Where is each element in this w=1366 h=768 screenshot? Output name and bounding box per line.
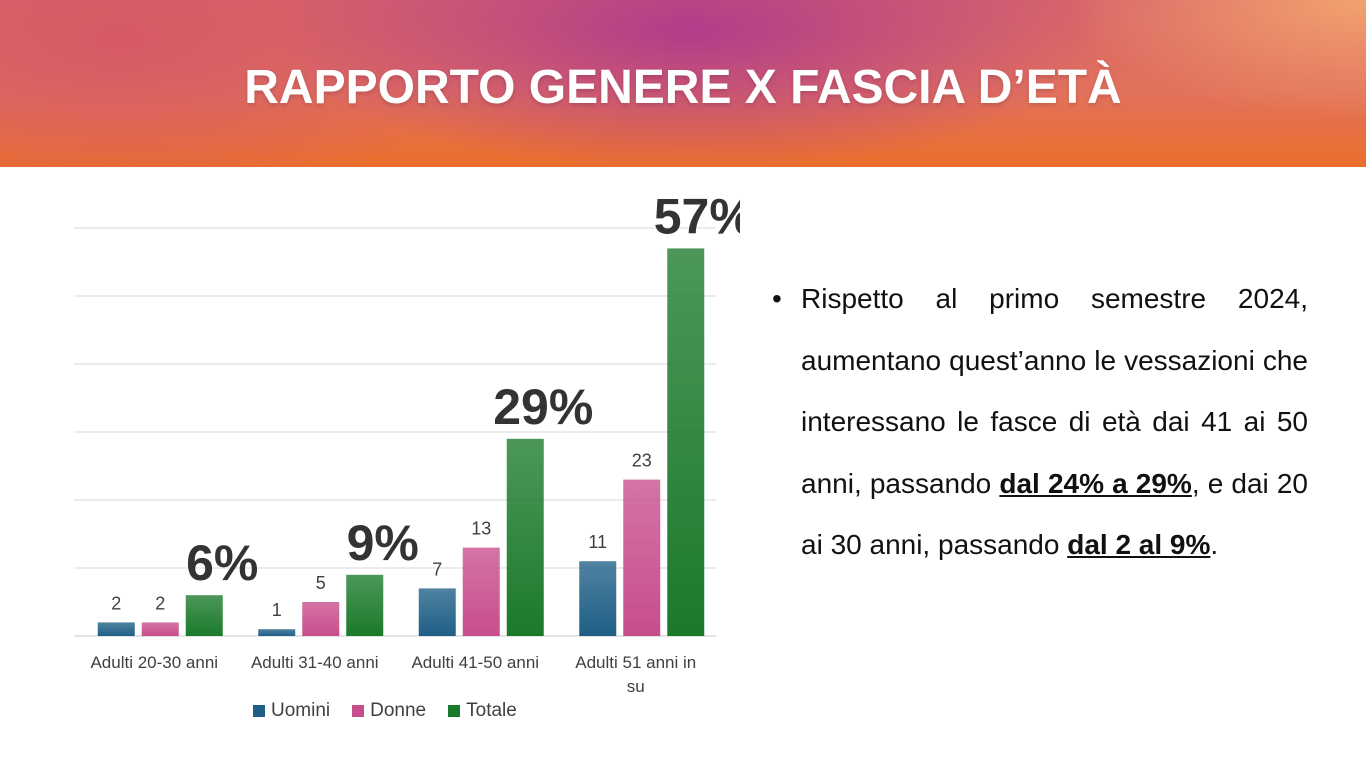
legend-label-donne: Donne	[370, 700, 427, 721]
x-tick-label: Adulti 41-50 anni	[411, 653, 539, 672]
bar-totale	[185, 595, 223, 636]
bullet-paragraph: Rispetto al primo semestre 2024, aumenta…	[801, 268, 1308, 576]
legend-swatch-uomini	[253, 705, 265, 717]
bar-uomini	[418, 588, 456, 636]
bar-totale	[346, 574, 384, 636]
bar-chart: 2 2 6% Adulti 20-30 anni 1 5 9% Adulti 31-40 an…	[74, 188, 740, 696]
bar-donne	[302, 602, 340, 636]
legend-item-totale: Totale	[448, 700, 517, 722]
x-tick-label: Adulti 31-40 anni	[251, 653, 379, 672]
legend-swatch-donne	[352, 705, 365, 717]
bar-donne	[462, 547, 500, 636]
chart-legend: Uomini Donne Totale	[253, 700, 517, 722]
bar-donne	[623, 479, 661, 636]
bar-uomini	[258, 629, 296, 636]
paragraph-text-2: , e dai 20 ai 30 anni, passando	[801, 467, 1308, 561]
bullet-marker: •	[772, 283, 782, 314]
legend-swatch-totale	[448, 705, 461, 717]
data-label-donne: 5	[316, 573, 326, 593]
legend-item-uomini: Uomini	[253, 700, 330, 722]
data-label-totale: 9%	[347, 515, 419, 571]
bar-totale	[506, 438, 544, 636]
x-tick-label: Adulti 20-30 anni	[90, 653, 218, 672]
paragraph-text-3: .	[1210, 529, 1219, 560]
legend-label-uomini: Uomini	[271, 700, 331, 721]
legend-item-donne: Donne	[352, 700, 426, 722]
data-label-totale: 29%	[493, 379, 593, 435]
highlight-2: dal 2 al 9%	[1067, 529, 1211, 560]
data-label-uomini: 1	[272, 600, 282, 620]
legend-label-totale: Totale	[466, 700, 517, 721]
data-label-donne: 13	[471, 519, 491, 539]
data-label-donne: 23	[632, 451, 652, 471]
data-label-uomini: 2	[111, 593, 121, 613]
header-banner: RAPPORTO GENERE X FASCIA D’ETÀ	[0, 0, 1366, 167]
bar-uomini	[579, 561, 617, 636]
bar-uomini	[97, 622, 135, 636]
data-label-uomini: 7	[432, 559, 442, 579]
page-title: RAPPORTO GENERE X FASCIA D’ETÀ	[244, 61, 1122, 114]
data-label-donne: 2	[155, 593, 165, 613]
data-label-totale: 57%	[654, 188, 740, 244]
highlight-1: dal 24% a 29%	[999, 467, 1192, 499]
bar-totale	[667, 248, 705, 636]
data-label-totale: 6%	[186, 535, 258, 591]
paragraph-text-1: Rispetto al primo semestre 2024, aumenta…	[801, 283, 1308, 499]
data-label-uomini: 11	[588, 532, 607, 552]
x-tick-label: su	[627, 677, 645, 696]
bar-donne	[141, 622, 179, 636]
x-tick-label: Adulti 51 anni in	[575, 653, 696, 672]
